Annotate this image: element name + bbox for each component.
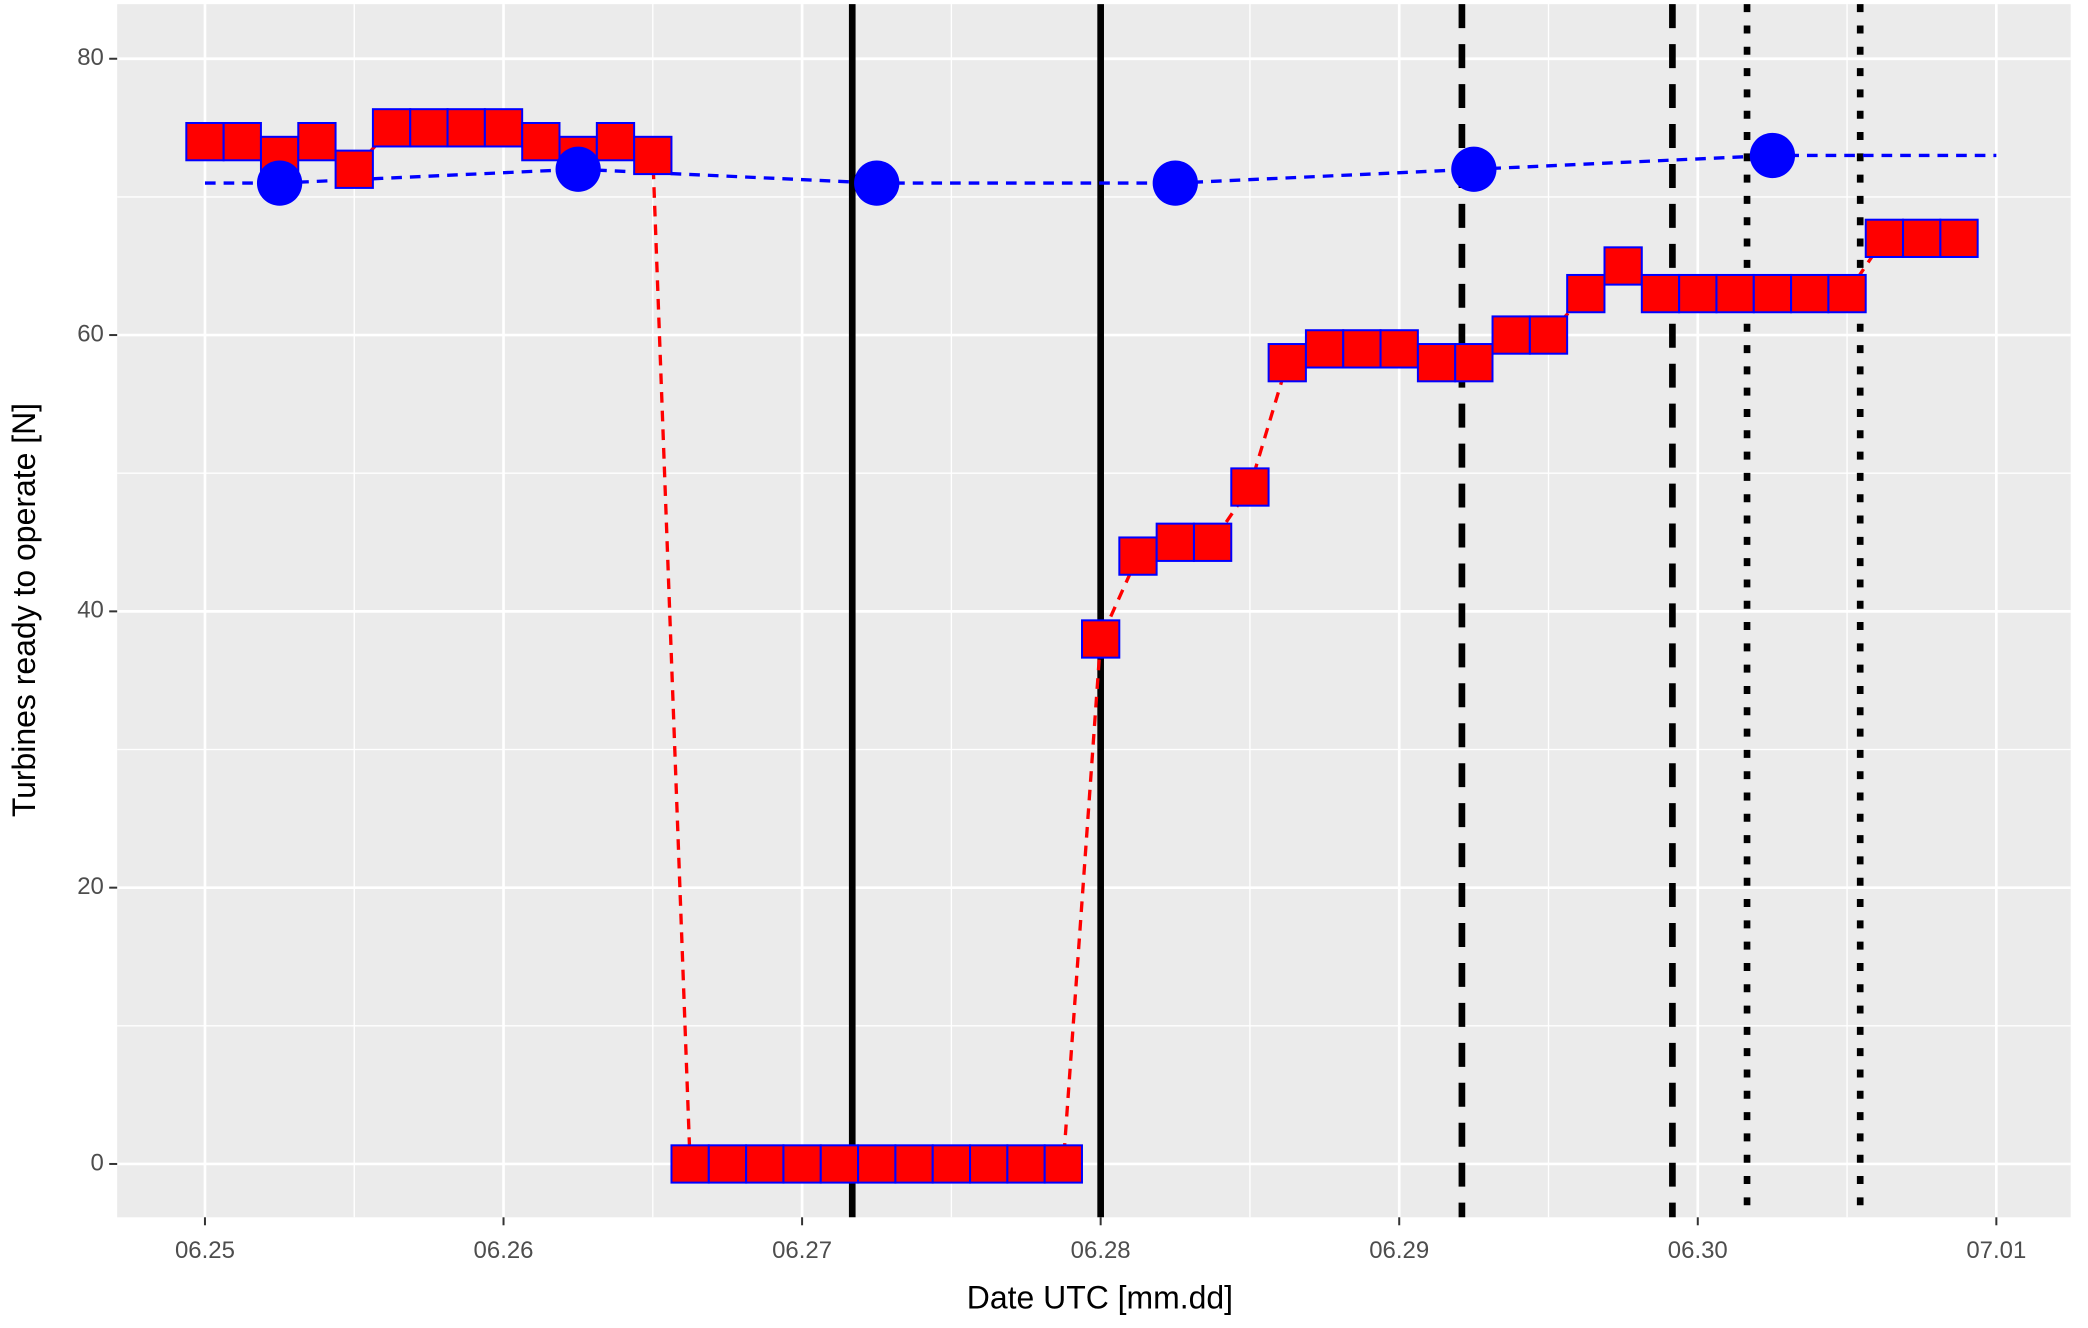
x-tick-label: 06.28 [1071, 1237, 1131, 1264]
y-axis-title: Turbines ready to operate [N] [6, 403, 42, 817]
y-tick-label: 0 [91, 1149, 104, 1176]
square-marker [1081, 619, 1121, 659]
square-marker [1491, 315, 1531, 355]
square-marker [1715, 273, 1755, 314]
square-marker [334, 149, 374, 189]
y-tick-label: 80 [77, 44, 104, 71]
square-marker [1192, 522, 1233, 562]
x-tick-label: 06.29 [1369, 1237, 1429, 1264]
x-tick-label: 06.26 [474, 1237, 534, 1264]
square-marker [1379, 329, 1419, 369]
square-marker [1790, 273, 1830, 314]
square-marker [1416, 343, 1457, 383]
square-marker [1902, 218, 1942, 258]
square-marker [707, 1144, 748, 1184]
square-marker [931, 1144, 972, 1184]
square-marker [819, 1144, 860, 1184]
square-marker [1827, 273, 1867, 314]
y-tick-label: 40 [77, 597, 104, 624]
square-marker [222, 121, 262, 162]
circle-marker [1451, 146, 1497, 192]
square-marker [1304, 329, 1345, 369]
square-marker [1342, 329, 1382, 369]
square-marker [1230, 467, 1270, 507]
square-marker [670, 1144, 710, 1184]
square-marker [1454, 343, 1494, 383]
square-marker [1566, 273, 1606, 314]
x-tick-label: 06.30 [1668, 1237, 1728, 1264]
x-tick-label: 07.01 [1966, 1237, 2026, 1264]
square-marker [1939, 218, 1979, 258]
square-marker [297, 121, 337, 162]
square-marker [1640, 273, 1681, 314]
square-marker [1528, 315, 1569, 355]
square-marker [185, 121, 225, 162]
square-marker [446, 108, 486, 148]
y-tick-label: 20 [77, 873, 104, 900]
square-marker [969, 1144, 1009, 1184]
square-marker [1006, 1144, 1046, 1184]
x-axis-title: Date UTC [mm.dd] [967, 1279, 1233, 1315]
series-line [204, 153, 1997, 185]
square-marker [409, 108, 449, 148]
circle-marker [1152, 160, 1198, 206]
circle-marker [256, 160, 303, 206]
x-tick-label: 06.25 [175, 1237, 235, 1264]
square-marker [782, 1144, 822, 1184]
circle-marker [1749, 132, 1796, 179]
square-marker [745, 1144, 785, 1184]
square-marker [1603, 246, 1643, 286]
square-marker [1155, 522, 1195, 562]
square-marker [483, 108, 524, 148]
square-marker [1118, 536, 1158, 576]
square-marker [894, 1144, 934, 1184]
square-marker [1864, 218, 1905, 258]
circle-marker [555, 146, 601, 192]
square-marker [1267, 343, 1307, 383]
square-marker [633, 135, 673, 176]
square-marker [521, 121, 561, 162]
square-marker [371, 108, 412, 148]
circle-marker [854, 160, 900, 206]
square-marker [1043, 1144, 1083, 1184]
square-marker [1678, 273, 1718, 314]
square-marker [1752, 273, 1793, 314]
y-tick-label: 60 [77, 320, 104, 347]
x-tick-label: 06.27 [772, 1237, 832, 1264]
square-marker [857, 1144, 897, 1184]
square-marker [595, 121, 636, 162]
